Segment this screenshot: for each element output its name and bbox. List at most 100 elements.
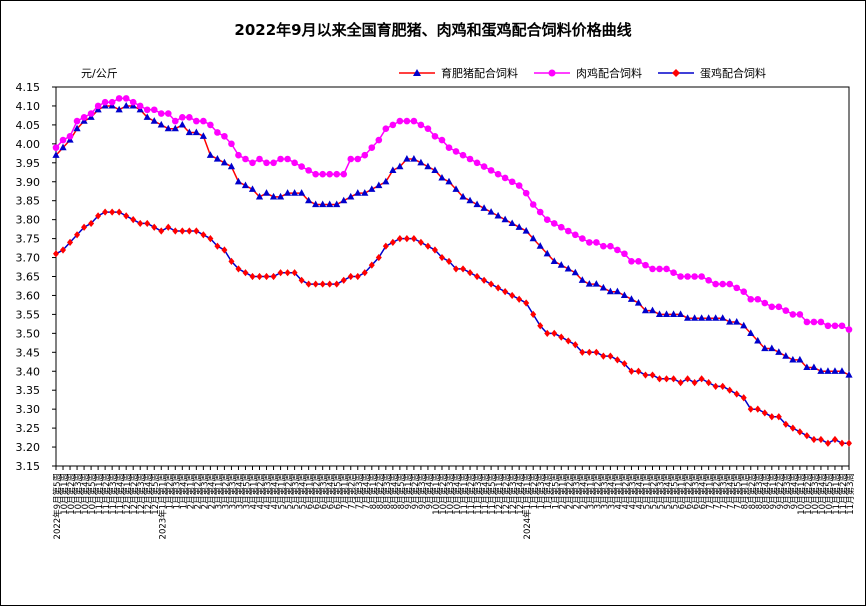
data-point-pig	[719, 314, 727, 321]
data-point-layer	[810, 435, 817, 444]
data-point-broiler	[712, 280, 719, 288]
x-tick-label: 10月第2周	[66, 473, 77, 515]
x-tick-label: 4月第2周	[620, 473, 631, 509]
data-point-layer	[277, 269, 284, 277]
x-tick-label: 6月第2周	[312, 473, 323, 509]
x-tick-label: 6月第5周	[333, 473, 344, 509]
data-point-layer	[824, 439, 831, 447]
data-point-pig	[487, 208, 495, 215]
x-tick-label: 9月第2周	[410, 473, 421, 509]
data-point-broiler	[361, 151, 369, 159]
data-point-broiler	[705, 276, 712, 284]
data-point-pig	[185, 128, 193, 136]
legend-item-pig: 育肥猪配合饲料	[397, 65, 518, 81]
x-tick-label: 5月第5周	[670, 473, 681, 509]
x-tick-label: 9月第4周	[424, 473, 435, 509]
data-point-pig	[515, 223, 523, 230]
data-point-layer	[670, 375, 677, 383]
x-tick-label: 9月第3周	[782, 473, 793, 509]
data-point-layer	[705, 379, 712, 387]
data-point-layer	[453, 265, 460, 273]
data-point-pig	[164, 124, 172, 132]
data-point-pig	[726, 317, 734, 325]
data-point-pig	[375, 181, 383, 189]
data-point-broiler	[270, 159, 277, 167]
data-point-pig	[150, 117, 158, 124]
data-point-layer	[312, 280, 319, 288]
data-point-broiler	[494, 170, 502, 178]
data-point-layer	[544, 329, 551, 337]
data-point-pig	[157, 120, 165, 128]
data-point-broiler	[396, 117, 404, 125]
data-point-broiler	[543, 216, 551, 223]
data-point-layer	[537, 322, 544, 330]
data-point-broiler	[600, 242, 607, 250]
data-point-layer	[481, 276, 488, 284]
data-point-layer	[137, 219, 144, 228]
data-point-layer	[256, 272, 263, 281]
data-point-broiler	[122, 95, 130, 102]
data-point-layer	[586, 348, 593, 356]
x-tick-label: 4月第3周	[263, 473, 274, 509]
data-point-pig	[508, 219, 516, 227]
data-point-pig	[648, 306, 657, 314]
data-point-broiler	[691, 273, 698, 280]
x-tick-label: 3月第4周	[234, 473, 245, 509]
data-point-layer	[768, 413, 775, 421]
data-point-pig	[354, 189, 362, 196]
data-point-broiler	[803, 318, 811, 326]
data-point-broiler	[172, 117, 179, 125]
data-point-broiler	[417, 121, 425, 129]
data-point-broiler	[515, 182, 523, 189]
data-point-pig	[564, 264, 572, 272]
x-tick-label: 5月第4周	[663, 473, 674, 509]
x-tick-label: 10月第2周	[803, 473, 814, 515]
x-tick-label: 7月第1周	[705, 473, 716, 509]
data-point-pig	[283, 189, 292, 196]
y-tick-label: 4.05	[16, 119, 41, 132]
data-point-pig	[522, 227, 530, 234]
y-tick-label: 3.80	[16, 214, 41, 227]
data-point-pig	[389, 166, 397, 173]
data-point-pig	[143, 113, 151, 120]
data-point-broiler	[838, 322, 846, 330]
data-point-layer	[733, 390, 740, 398]
x-tick-label: 11月第3周	[473, 473, 484, 515]
data-point-pig	[655, 310, 664, 317]
data-point-layer	[649, 371, 656, 379]
x-tick-label: 6月第1周	[305, 473, 316, 509]
data-point-pig	[831, 367, 839, 374]
data-point-broiler	[94, 102, 102, 110]
data-point-layer	[158, 227, 165, 235]
data-point-pig	[227, 162, 236, 170]
data-point-layer	[530, 310, 537, 318]
data-point-layer	[656, 375, 663, 383]
x-tick-label: 12月第5周	[150, 473, 161, 515]
data-point-layer	[509, 291, 516, 300]
data-point-pig	[269, 192, 278, 200]
x-tick-label: 4月第1周	[248, 473, 259, 509]
x-tick-label: 10月第1周	[59, 473, 70, 515]
data-point-broiler	[761, 299, 769, 307]
y-tick-label: 3.20	[16, 441, 41, 454]
x-tick-label: 5月第1周	[641, 473, 652, 509]
data-point-broiler	[719, 280, 726, 288]
x-tick-label: 11月第2周	[101, 473, 112, 515]
x-tick-label: 1月第3周	[536, 473, 547, 509]
data-point-pig	[712, 314, 720, 321]
data-point-broiler	[572, 231, 579, 239]
y-tick-label: 3.85	[16, 195, 41, 208]
data-point-pig	[705, 314, 713, 321]
data-point-layer	[607, 352, 614, 360]
data-point-broiler	[136, 102, 144, 110]
y-tick-label: 3.55	[16, 308, 41, 321]
series-line-1	[55, 97, 850, 331]
x-tick-label: 9月第3周	[417, 473, 428, 509]
x-tick-label: 12月第2周	[129, 473, 140, 515]
x-tick-label: 11月第1周	[831, 473, 842, 515]
data-point-pig	[382, 177, 390, 185]
data-point-pig	[248, 185, 257, 192]
data-point-broiler	[410, 117, 418, 125]
x-tick-label: 10月第3周	[445, 473, 456, 515]
